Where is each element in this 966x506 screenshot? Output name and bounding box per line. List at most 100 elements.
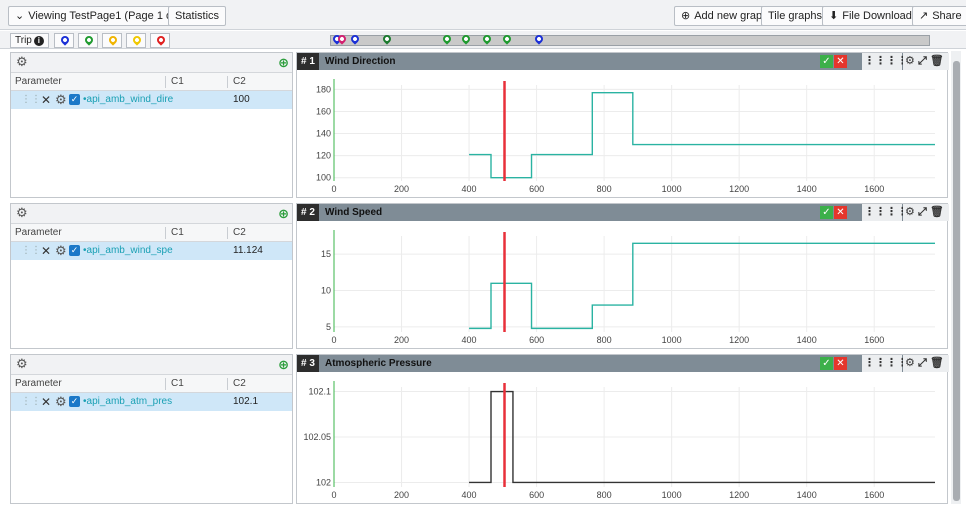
drag-handle-icon[interactable]: ⋮⋮ (21, 94, 41, 105)
zoom-in-icon[interactable]: ⊕ (278, 206, 289, 221)
x-tick-label: 400 (462, 490, 477, 500)
x-tick-label: 1600 (864, 335, 884, 345)
trip-filter-pin-button[interactable] (54, 33, 74, 48)
trip-filter-pin-button[interactable] (126, 33, 146, 48)
parameter-value-c2: 102.1 (233, 396, 259, 407)
graph-drag-handle[interactable]: ⋮⋮⋮⋮ (862, 355, 908, 372)
parameter-panel-header: ⚙ ⊕ (11, 355, 292, 375)
expand-icon[interactable]: ⤢ (917, 206, 927, 218)
share-button[interactable]: ↗ Share (912, 6, 966, 26)
apply-check-icon[interactable]: ✓ (820, 206, 833, 219)
chart[interactable]: 100 120 140 160 180 0 200 400 600 800 1000 1200 1400… (297, 71, 947, 199)
gear-icon[interactable]: ⚙ (55, 394, 67, 409)
viewing-page-dropdown[interactable]: ⌄ Viewing TestPage1 (Page 1 of 1) (8, 6, 196, 26)
trash-icon[interactable]: 🗑 (929, 55, 944, 67)
map-pin-icon (155, 34, 167, 46)
expand-icon[interactable]: ⤢ (917, 55, 927, 67)
x-tick-label: 1000 (662, 490, 682, 500)
chart[interactable]: 5 10 15 0 200 400 600 800 1000 1200 1400 1600 (297, 222, 947, 350)
gear-icon[interactable]: ⚙ (16, 356, 28, 371)
parameter-panel-header: ⚙ ⊕ (11, 53, 292, 73)
file-downloads-button[interactable]: ⬇ File Downloads (822, 6, 925, 26)
y-tick-label: 120 (316, 151, 331, 161)
graph-header: # 1 Wind Direction ✓ ✕ ⋮⋮⋮⋮ ⚙ ⤢ 🗑 (297, 53, 949, 70)
drag-handle-icon[interactable]: ⋮⋮ (21, 245, 41, 256)
gear-icon[interactable]: ⚙ (16, 205, 28, 220)
scrollbar-thumb[interactable] (953, 61, 960, 501)
trip-timeline[interactable] (330, 35, 930, 46)
statistics-button[interactable]: Statistics (168, 6, 227, 26)
parameter-row[interactable]: ⋮⋮ ✕ ⚙ ✓ •api_amb_wind_spe 11.124 (11, 242, 292, 260)
graph-number: # 1 (297, 53, 319, 70)
x-tick-label: 600 (529, 335, 544, 345)
parameter-row[interactable]: ⋮⋮ ✕ ⚙ ✓ •api_amb_atm_pres 102.1 (11, 393, 292, 411)
x-tick-label: 800 (597, 184, 612, 194)
apply-check-icon[interactable]: ✓ (820, 55, 833, 68)
remove-icon[interactable]: ✕ (41, 395, 52, 409)
parameter-panel: ⚙ ⊕ Parameter C1 C2 ⋮⋮ ✕ ⚙ ✓ •api_amb_wi… (10, 203, 293, 349)
parameter-name: •api_amb_wind_spe (83, 245, 173, 256)
x-tick-label: 1200 (729, 490, 749, 500)
parameter-table-header: Parameter C1 C2 (11, 73, 292, 91)
gear-icon[interactable]: ⚙ (55, 243, 67, 258)
trash-icon[interactable]: 🗑 (929, 206, 944, 218)
map-pin-icon (83, 34, 95, 46)
checkbox-icon[interactable]: ✓ (69, 396, 80, 407)
chevron-down-icon: ⌄ (15, 10, 25, 22)
parameter-value-c2: 11.124 (233, 245, 263, 256)
trip-button[interactable]: Trip i (10, 33, 49, 48)
close-icon[interactable]: ✕ (834, 357, 847, 370)
y-tick-label: 15 (321, 249, 331, 259)
apply-check-icon[interactable]: ✓ (820, 357, 833, 370)
x-tick-label: 1200 (729, 335, 749, 345)
remove-icon[interactable]: ✕ (41, 244, 52, 258)
zoom-in-icon[interactable]: ⊕ (278, 357, 289, 372)
gear-icon[interactable]: ⚙ (905, 357, 915, 369)
x-tick-label: 400 (462, 335, 477, 345)
x-tick-label: 400 (462, 184, 477, 194)
parameter-name: •api_amb_atm_pres (83, 396, 173, 407)
series-line (469, 242, 935, 330)
graph-tools: ⚙ ⤢ 🗑 (903, 355, 949, 372)
parameter-panel-header: ⚙ ⊕ (11, 204, 292, 224)
map-pin-icon (107, 34, 119, 46)
x-tick-label: 800 (597, 335, 612, 345)
gear-icon[interactable]: ⚙ (905, 55, 915, 67)
trip-filter-pin-button[interactable] (102, 33, 122, 48)
graph-number: # 2 (297, 204, 319, 221)
drag-handle-icon[interactable]: ⋮⋮ (21, 396, 41, 407)
x-tick-label: 1200 (729, 184, 749, 194)
gear-icon[interactable]: ⚙ (905, 206, 915, 218)
trip-filter-pin-button[interactable] (78, 33, 98, 48)
x-tick-label: 800 (597, 490, 612, 500)
checkbox-icon[interactable]: ✓ (69, 245, 80, 256)
expand-icon[interactable]: ⤢ (917, 357, 927, 369)
close-icon[interactable]: ✕ (834, 206, 847, 219)
y-tick-label: 10 (321, 286, 331, 296)
series-line (469, 92, 935, 179)
column-header-parameter: Parameter (15, 378, 62, 389)
download-icon: ⬇ (829, 10, 839, 22)
graph-title: Atmospheric Pressure (325, 358, 432, 369)
external-link-icon: ↗ (919, 10, 929, 22)
graph-drag-handle[interactable]: ⋮⋮⋮⋮ (862, 53, 908, 70)
remove-icon[interactable]: ✕ (41, 93, 52, 107)
graph-drag-handle[interactable]: ⋮⋮⋮⋮ (862, 204, 908, 221)
gear-icon[interactable]: ⚙ (16, 54, 28, 69)
close-icon[interactable]: ✕ (834, 55, 847, 68)
zoom-in-icon[interactable]: ⊕ (278, 55, 289, 70)
graph-panel: # 2 Wind Speed ✓ ✕ ⋮⋮⋮⋮ ⚙ ⤢ 🗑 5 10 15 0 200 4… (296, 203, 949, 350)
chart[interactable]: 102 102.05 102.1 0 200 400 600 800 1000 1200 1400 1… (297, 373, 947, 505)
gear-icon[interactable]: ⚙ (55, 92, 67, 107)
y-tick-label: 102.1 (308, 387, 331, 397)
y-tick-label: 5 (326, 322, 331, 332)
graph-header: # 3 Atmospheric Pressure ✓ ✕ ⋮⋮⋮⋮ ⚙ ⤢ 🗑 (297, 355, 949, 372)
tile-graphs-button[interactable]: Tile graphs (761, 6, 830, 26)
parameter-row[interactable]: ⋮⋮ ✕ ⚙ ✓ •api_amb_wind_dire 100 (11, 91, 292, 109)
parameter-table-header: Parameter C1 C2 (11, 224, 292, 242)
trash-icon[interactable]: 🗑 (929, 357, 944, 369)
checkbox-icon[interactable]: ✓ (69, 94, 80, 105)
add-new-graph-button[interactable]: ⊕ Add new graph (674, 6, 776, 26)
trip-filter-pin-button[interactable] (150, 33, 170, 48)
graph-panel: # 1 Wind Direction ✓ ✕ ⋮⋮⋮⋮ ⚙ ⤢ 🗑 100 120… (296, 52, 949, 199)
